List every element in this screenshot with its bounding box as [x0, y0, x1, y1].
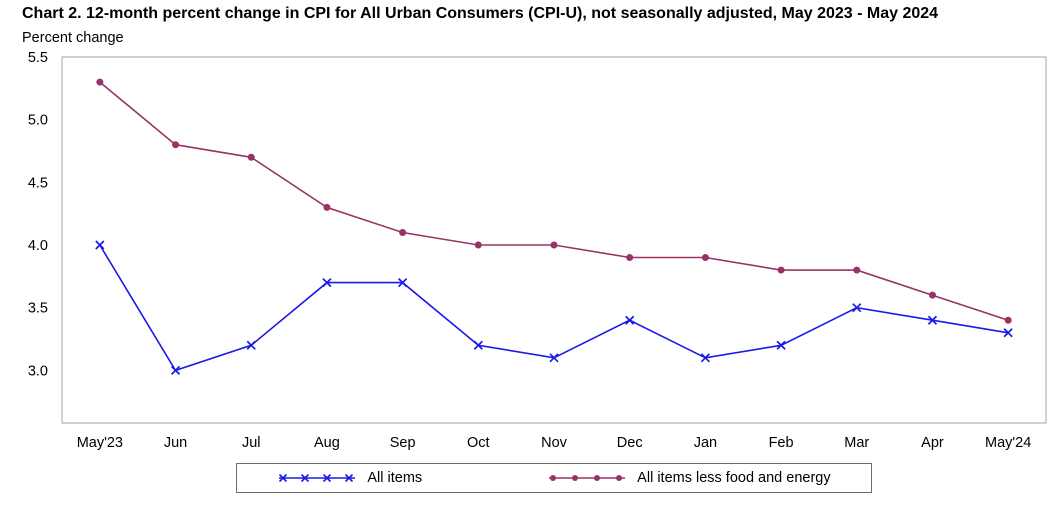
core-items-line-swatch-icon — [549, 475, 626, 481]
svg-text:Feb: Feb — [769, 435, 794, 451]
x-axis-ticks: May'23 Jun Jul Aug Sep Oct Nov Dec Jan Feb Mar Apr M… — [77, 435, 1032, 451]
svg-text:Jun: Jun — [164, 435, 187, 451]
svg-text:Jul: Jul — [242, 435, 261, 451]
series-all-items-less-food-and-energy — [96, 78, 1012, 324]
series-all-items — [95, 240, 1013, 375]
svg-text:Oct: Oct — [467, 435, 490, 451]
svg-text:Nov: Nov — [541, 435, 568, 451]
svg-text:4.0: 4.0 — [28, 238, 48, 254]
svg-text:Jan: Jan — [694, 435, 717, 451]
svg-text:May'23: May'23 — [77, 435, 123, 451]
legend-label-all-items: All items — [367, 470, 423, 486]
legend: All items All items less food and energy — [62, 463, 1046, 493]
svg-text:Sep: Sep — [390, 435, 416, 451]
svg-text:Aug: Aug — [314, 435, 340, 451]
svg-text:Dec: Dec — [617, 435, 643, 451]
svg-text:Apr: Apr — [921, 435, 944, 451]
svg-text:3.5: 3.5 — [28, 301, 48, 317]
legend-box: All items All items less food and energy — [236, 463, 872, 493]
y-axis-label: Percent change — [22, 30, 124, 46]
line-chart: 3.0 3.5 4.0 4.5 5.0 5.5 May'23 Jun Jul Aug Sep Oct N… — [28, 50, 1047, 451]
svg-text:5.5: 5.5 — [28, 50, 48, 66]
svg-text:Mar: Mar — [844, 435, 869, 451]
legend-item-all-items: All items — [277, 470, 422, 486]
plot-frame — [61, 56, 1047, 424]
svg-text:3.0: 3.0 — [28, 363, 48, 379]
svg-text:May'24: May'24 — [985, 435, 1031, 451]
all-items-line-swatch-icon — [279, 473, 356, 483]
legend-item-all-items-less-food-and-energy: All items less food and energy — [547, 470, 831, 486]
svg-text:4.5: 4.5 — [28, 175, 48, 191]
chart-title: Chart 2. 12-month percent change in CPI … — [22, 5, 939, 22]
legend-label-all-items-less-food-and-energy: All items less food and energy — [637, 470, 831, 486]
y-axis-ticks: 3.0 3.5 4.0 4.5 5.0 5.5 — [28, 50, 48, 379]
svg-text:5.0: 5.0 — [28, 113, 48, 129]
